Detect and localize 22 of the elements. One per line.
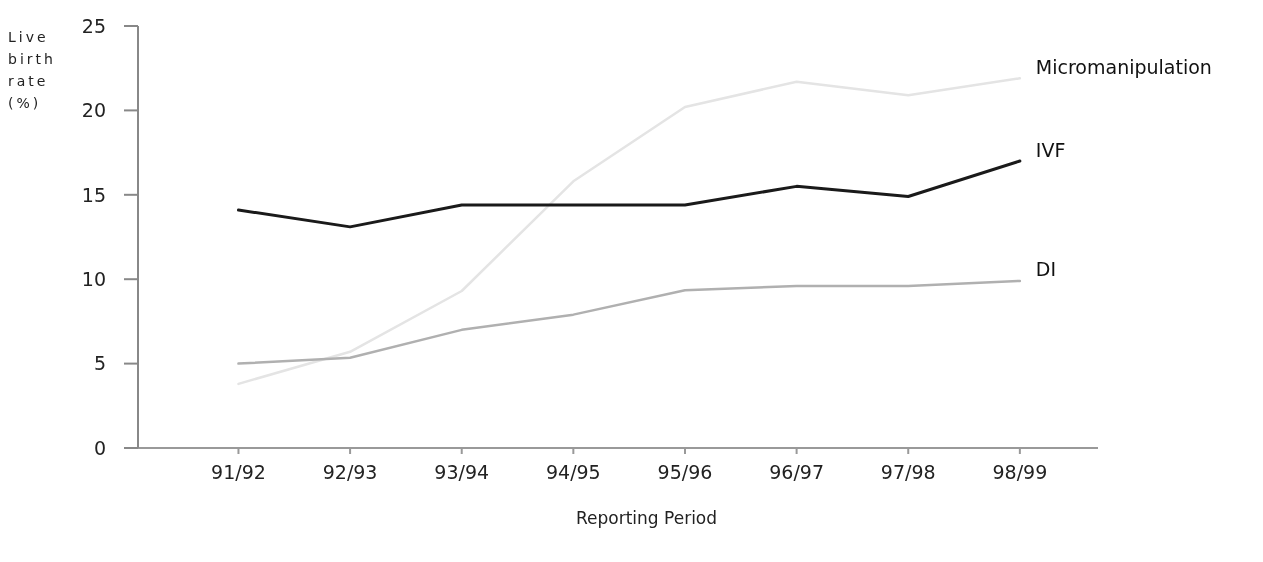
y-tick-label: 5 [93,352,106,375]
x-axis-title: Reporting Period [576,508,718,528]
x-tick-label: 95/96 [657,461,713,484]
y-tick-label: 10 [81,267,106,290]
x-tick-label: 98/99 [992,461,1048,484]
line-series [237,279,1022,365]
line-series [236,159,1022,229]
x-tick-label: 96/97 [769,461,824,484]
x-tick-label: 91/92 [211,461,266,484]
y-tick-label: 25 [81,14,106,37]
series-label: IVF [1035,138,1066,161]
y-tick-label: 20 [81,99,106,122]
series-label: Micromanipulation [1035,55,1212,78]
y-axis-title: Live birth rate (%) [8,28,57,113]
x-tick-label: 93/94 [434,461,490,484]
y-tick-label: 0 [93,436,106,459]
x-tick-label: 92/93 [322,461,378,484]
y-tick-label: 15 [81,183,106,206]
x-tick-label: 97/98 [880,461,936,484]
x-tick-label: 94/95 [545,461,601,484]
series-label: DI [1035,258,1057,281]
line-series [237,77,1022,386]
